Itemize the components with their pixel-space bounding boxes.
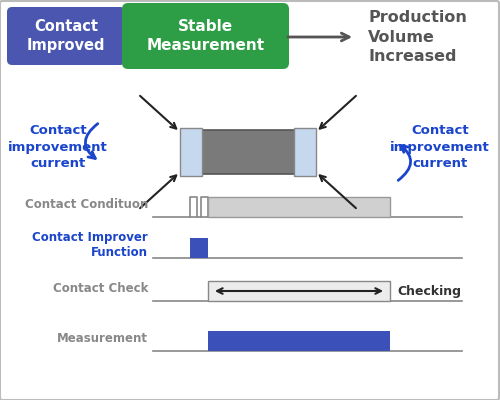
Bar (190, 238, 208, 258)
Bar (200, 130, 296, 174)
Text: Measurement: Measurement (57, 332, 148, 344)
Text: Contact
improvement
current: Contact improvement current (8, 124, 108, 170)
Text: Production
Volume
Increased: Production Volume Increased (368, 10, 467, 64)
Text: Stable
Measurement: Stable Measurement (146, 19, 264, 53)
Text: Contact Check: Contact Check (52, 282, 148, 294)
Bar (208, 197, 390, 217)
Bar (180, 128, 202, 176)
Text: Contact Improver
Function: Contact Improver Function (32, 230, 148, 260)
Bar (208, 331, 390, 351)
Text: Checking: Checking (397, 284, 461, 298)
Text: Contact
improvement
current: Contact improvement current (390, 124, 490, 170)
Bar (294, 128, 316, 176)
FancyBboxPatch shape (7, 7, 125, 65)
Text: Contact Condituon: Contact Condituon (25, 198, 148, 210)
Text: Contact
Improved: Contact Improved (27, 19, 105, 53)
Bar (208, 281, 390, 301)
FancyBboxPatch shape (122, 3, 289, 69)
